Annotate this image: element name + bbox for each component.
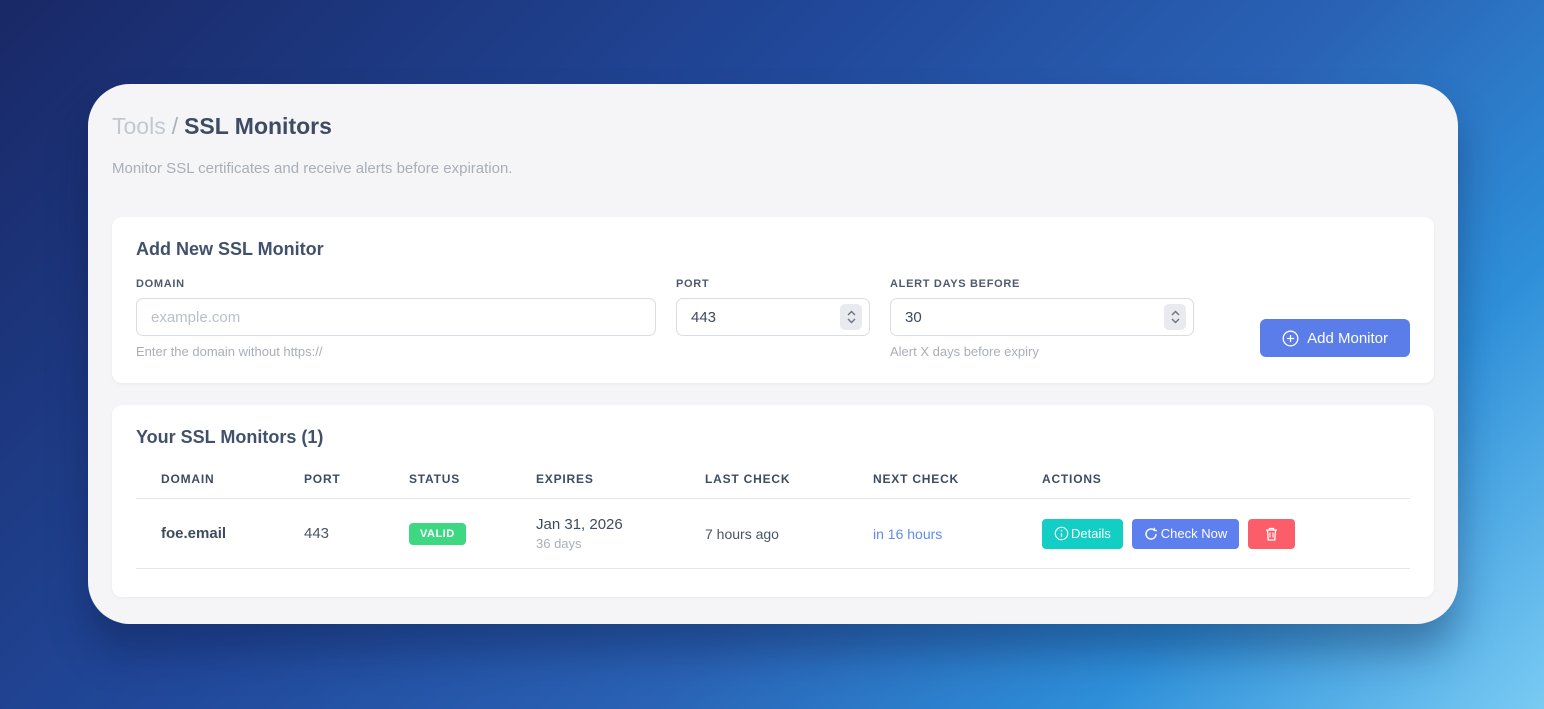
chevron-down-icon xyxy=(847,318,856,324)
monitor-expires-date: Jan 31, 2026 xyxy=(536,516,623,533)
plus-circle-icon xyxy=(1282,330,1299,347)
check-now-button[interactable]: Check Now xyxy=(1131,518,1240,549)
status-badge: VALID xyxy=(409,522,466,545)
column-header-expires: EXPIRES xyxy=(536,472,705,499)
add-monitor-button-label: Add Monitor xyxy=(1307,329,1388,347)
column-header-last-check: LAST CHECK xyxy=(705,472,873,499)
monitor-next-check: in 16 hours xyxy=(873,498,1042,569)
chevron-up-icon xyxy=(847,310,856,316)
page-subtitle: Monitor SSL certificates and receive ale… xyxy=(112,160,513,177)
monitor-domain: foe.email xyxy=(136,498,304,569)
monitor-port: 443 xyxy=(304,498,409,569)
breadcrumb: Tools / SSL Monitors xyxy=(112,112,1434,140)
add-monitor-button[interactable]: Add Monitor xyxy=(1260,319,1410,357)
table-header-row: DOMAIN PORT STATUS EXPIRES LAST CHECK NE… xyxy=(136,472,1410,499)
trash-icon xyxy=(1264,526,1279,542)
breadcrumb-tools-link[interactable]: Tools xyxy=(112,113,166,139)
table-row: foe.email 443 VALID Jan 31, 2026 36 days… xyxy=(136,498,1410,569)
monitor-expires-days: 36 days xyxy=(536,536,582,551)
alert-days-label: ALERT DAYS BEFORE xyxy=(890,278,1021,290)
add-monitor-title: Add New SSL Monitor xyxy=(136,239,324,259)
port-input[interactable] xyxy=(676,298,870,336)
chevron-down-icon xyxy=(1171,318,1180,324)
monitor-last-check: 7 hours ago xyxy=(705,498,873,569)
chevron-up-icon xyxy=(1171,310,1180,316)
delete-button[interactable] xyxy=(1248,518,1296,549)
add-monitor-form: DOMAIN Enter the domain without https://… xyxy=(136,278,1410,359)
row-actions: Details Check Now xyxy=(1042,518,1410,549)
domain-label: DOMAIN xyxy=(136,278,185,290)
domain-field-group: DOMAIN Enter the domain without https:// xyxy=(136,278,656,359)
alert-days-hint: Alert X days before expiry xyxy=(890,344,1039,359)
port-label: PORT xyxy=(676,278,710,290)
details-button-label: Details xyxy=(1071,526,1111,541)
monitors-panel: Your SSL Monitors (1) DOMAIN PORT STATUS… xyxy=(112,405,1434,597)
column-header-actions: ACTIONS xyxy=(1042,472,1410,499)
column-header-port: PORT xyxy=(304,472,409,499)
main-card: Tools / SSL Monitors Monitor SSL certifica… xyxy=(88,84,1458,624)
column-header-status: STATUS xyxy=(409,472,536,499)
alert-days-input[interactable] xyxy=(890,298,1194,336)
domain-hint: Enter the domain without https:// xyxy=(136,344,323,359)
page-title: SSL Monitors xyxy=(184,113,332,139)
monitors-table: DOMAIN PORT STATUS EXPIRES LAST CHECK NE… xyxy=(136,472,1410,569)
monitors-title: Your SSL Monitors (1) xyxy=(136,427,324,447)
column-header-domain: DOMAIN xyxy=(136,472,304,499)
port-stepper[interactable] xyxy=(840,304,862,330)
refresh-icon xyxy=(1144,527,1158,541)
alert-days-field-group: ALERT DAYS BEFORE Alert X days before ex… xyxy=(890,278,1194,359)
domain-input[interactable] xyxy=(136,298,656,336)
info-icon xyxy=(1054,526,1069,541)
alert-days-stepper[interactable] xyxy=(1164,304,1186,330)
details-button[interactable]: Details xyxy=(1042,518,1123,549)
check-now-button-label: Check Now xyxy=(1160,526,1228,541)
add-monitor-panel: Add New SSL Monitor DOMAIN Enter the dom… xyxy=(112,217,1434,383)
breadcrumb-separator: / xyxy=(171,113,179,139)
column-header-next-check: NEXT CHECK xyxy=(873,472,1042,499)
port-field-group: PORT xyxy=(676,278,870,336)
